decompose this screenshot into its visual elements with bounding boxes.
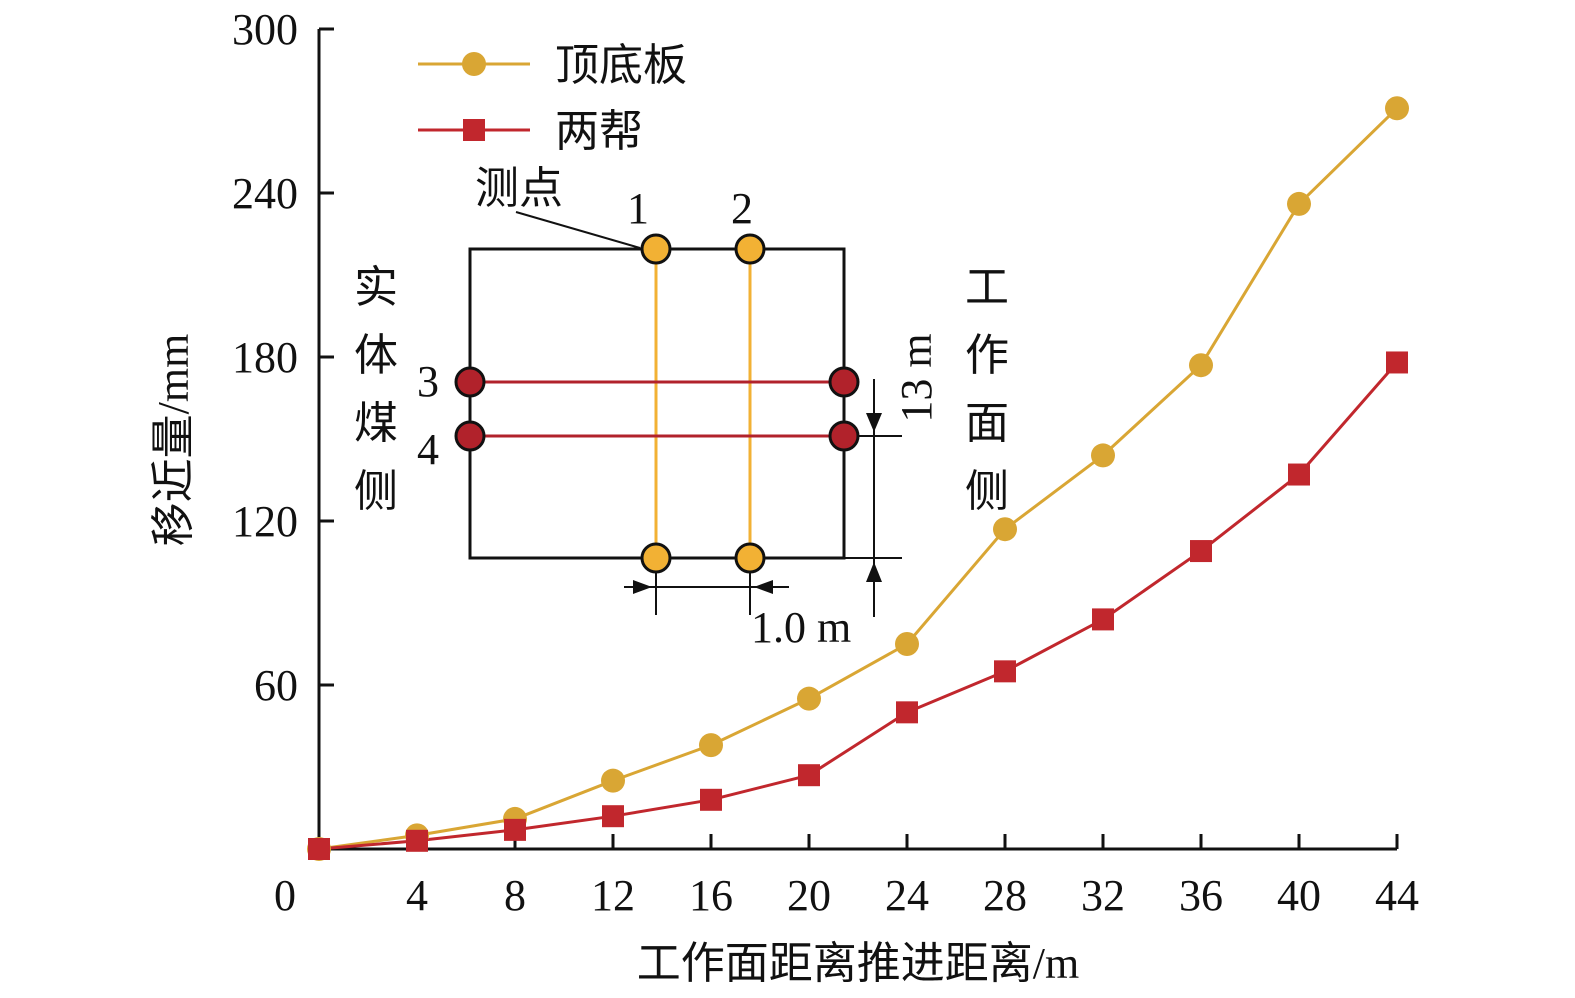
x-tick-label-28: 28 bbox=[983, 871, 1027, 920]
coal-side-label: 实体煤侧 bbox=[354, 263, 398, 516]
series-1-point-9 bbox=[1189, 353, 1213, 378]
legend-marker-2 bbox=[463, 119, 485, 141]
legend-marker-1 bbox=[462, 52, 486, 76]
series-line-2 bbox=[317, 360, 1399, 851]
point-label-1: 1 bbox=[627, 184, 649, 233]
series-1-point-10 bbox=[1287, 191, 1311, 216]
x-tick-label-20: 20 bbox=[787, 871, 831, 920]
series-1-point-4 bbox=[699, 733, 723, 758]
left-rib-point-4-marker bbox=[454, 420, 486, 452]
y-tick-label-300: 300 bbox=[232, 5, 298, 54]
series-2-point-2 bbox=[504, 818, 526, 841]
x-tick-label-16: 16 bbox=[689, 871, 733, 920]
x-ticks bbox=[415, 834, 1399, 849]
series-2-point-5 bbox=[798, 764, 820, 787]
x-tick-label-8: 8 bbox=[504, 871, 526, 920]
series-2-point-7 bbox=[994, 660, 1016, 683]
spacing-left-arrow bbox=[633, 580, 652, 594]
x-tick-label-4: 4 bbox=[406, 871, 428, 920]
height-upper-arrow bbox=[866, 413, 882, 432]
series-2-point-6 bbox=[896, 701, 918, 724]
legend-label-1: 顶底板 bbox=[555, 41, 687, 90]
series-markers bbox=[307, 96, 1409, 861]
roof-point-2-marker bbox=[734, 233, 766, 265]
series-1-point-5 bbox=[797, 686, 821, 711]
series-2-point-11 bbox=[1386, 351, 1408, 374]
x-tick-label-12: 12 bbox=[591, 871, 635, 920]
series-1-point-6 bbox=[895, 632, 919, 656]
y-tick-labels: 60 120 180 240 300 bbox=[232, 5, 298, 710]
right-rib-point-3-marker bbox=[828, 366, 860, 398]
series-1-point-11 bbox=[1385, 96, 1409, 121]
x-tick-label-24: 24 bbox=[885, 871, 929, 920]
spacing-right-arrow bbox=[754, 580, 773, 594]
series-2-point-8 bbox=[1092, 608, 1114, 631]
x-tick-label-36: 36 bbox=[1179, 871, 1223, 920]
series-1-point-7 bbox=[993, 517, 1017, 542]
y-tick-label-60: 60 bbox=[254, 661, 298, 710]
spacing-dimension-label: 1.0 m bbox=[751, 603, 851, 652]
measurement-layout-inset: 测点 1 2 3 bbox=[354, 164, 1009, 652]
y-tick-label-180: 180 bbox=[232, 333, 298, 382]
y-axis-title: 移近量/mm bbox=[149, 334, 198, 547]
left-rib-point-3-marker bbox=[454, 366, 486, 398]
working-face-side-label: 工作面侧 bbox=[965, 263, 1009, 516]
x-tick-label-44: 44 bbox=[1375, 871, 1419, 920]
point-label-2: 2 bbox=[731, 184, 753, 233]
series-line-1 bbox=[317, 106, 1399, 851]
roof-point-1-marker bbox=[640, 233, 672, 265]
series-lines bbox=[317, 106, 1399, 851]
legend-label-2: 两帮 bbox=[555, 107, 643, 156]
series-1-point-3 bbox=[601, 768, 625, 793]
floor-point-2-marker bbox=[734, 542, 766, 574]
height-lower-arrow bbox=[866, 562, 882, 582]
x-tick-label-40: 40 bbox=[1277, 871, 1321, 920]
series-2-point-9 bbox=[1190, 540, 1212, 563]
y-tick-label-120: 120 bbox=[232, 497, 298, 546]
point-label-4: 4 bbox=[417, 425, 439, 474]
floor-point-1-marker bbox=[640, 542, 672, 574]
x-axis-title: 工作面距离推进距离/m bbox=[637, 939, 1079, 988]
x-tick-label-32: 32 bbox=[1081, 871, 1125, 920]
series-1-point-8 bbox=[1091, 443, 1115, 468]
right-rib-point-4-marker bbox=[828, 420, 860, 452]
series-2-point-3 bbox=[602, 805, 624, 828]
y-tick-label-240: 240 bbox=[232, 169, 298, 218]
series-2-point-0 bbox=[308, 838, 330, 860]
x-tick-label-0: 0 bbox=[274, 871, 296, 920]
measurement-point-label: 测点 bbox=[475, 164, 563, 213]
series-2-point-4 bbox=[700, 788, 722, 811]
point-label-3: 3 bbox=[417, 357, 439, 406]
series-2-point-10 bbox=[1288, 463, 1310, 486]
x-tick-labels: 0 4 8 12 16 20 24 28 32 36 40 44 bbox=[274, 871, 1419, 920]
height-dimension-label: 13 m bbox=[892, 333, 941, 422]
series-2-point-1 bbox=[406, 829, 428, 852]
measurement-pointer-line bbox=[515, 211, 641, 249]
y-ticks bbox=[319, 27, 334, 687]
